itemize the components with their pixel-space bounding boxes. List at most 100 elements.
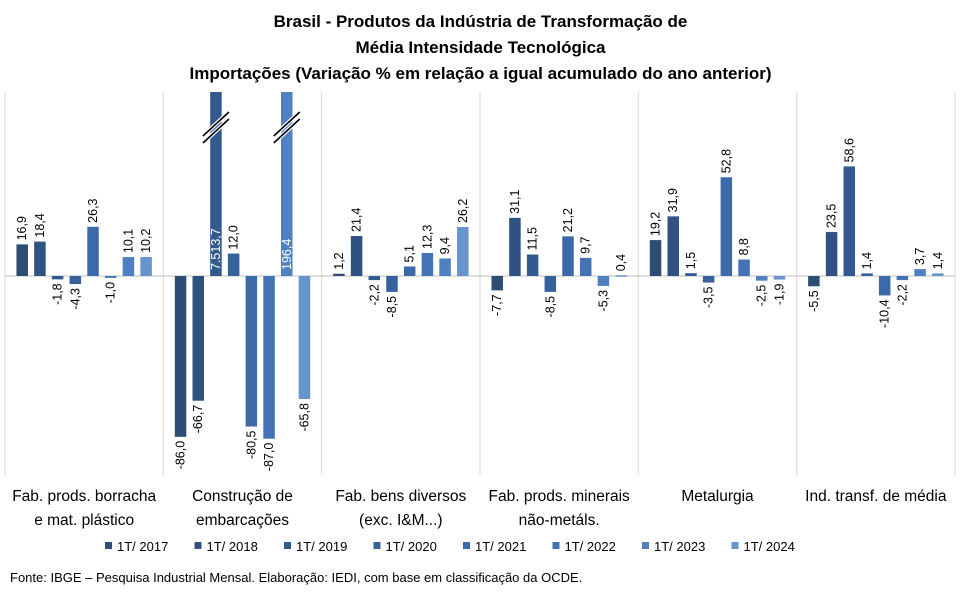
value-label: 0,4	[614, 254, 628, 271]
legend-label: 1T/ 2023	[654, 539, 705, 554]
bar	[210, 92, 222, 276]
legend-swatch	[194, 542, 202, 549]
value-label: -5,3	[596, 290, 610, 312]
bar	[51, 276, 64, 280]
value-label: -66,7	[191, 405, 205, 434]
bar	[298, 276, 311, 400]
value-label: 1,4	[860, 252, 874, 269]
bar	[878, 276, 891, 296]
value-label: 5,1	[403, 245, 417, 262]
value-label: 19,2	[649, 212, 663, 236]
value-label: 1,4	[931, 252, 945, 269]
value-label: -3,5	[702, 287, 716, 309]
bar	[350, 235, 363, 276]
bar	[16, 244, 28, 276]
bar	[122, 257, 135, 276]
legend-label: 1T/ 2017	[117, 539, 168, 554]
legend-label: 1T/ 2022	[565, 539, 616, 554]
chart-title-line-2: Média Intensidade Tecnológica	[355, 38, 606, 57]
value-label: 1,2	[332, 252, 346, 269]
chart-title-line-1: Brasil - Produtos da Indústria de Transf…	[273, 12, 688, 31]
value-label: -80,5	[244, 430, 258, 459]
axis-break-mark	[273, 118, 301, 144]
category-label: Ind. transf. de média	[805, 488, 947, 505]
bar	[861, 273, 873, 276]
value-label: 10,2	[139, 229, 153, 253]
value-label: -4,3	[68, 288, 82, 310]
value-label: -8,5	[385, 296, 399, 318]
value-label: -7,7	[490, 294, 504, 316]
bar	[702, 276, 715, 283]
legend-swatch	[463, 542, 470, 549]
category-label: (exc. I&M...)	[359, 512, 443, 529]
value-label: 12,0	[227, 225, 241, 249]
bar	[843, 166, 856, 276]
value-label: 31,1	[508, 189, 522, 213]
bar	[597, 276, 610, 286]
value-label: 7.513,7	[209, 228, 223, 270]
bar	[808, 276, 820, 287]
value-label: 10,1	[121, 229, 135, 253]
value-label: 16,9	[15, 216, 29, 240]
legend-label: 1T/ 2024	[744, 539, 795, 554]
bar	[281, 92, 293, 276]
value-label: -87,0	[262, 443, 276, 472]
bar	[457, 227, 469, 276]
bar	[192, 276, 204, 401]
bar	[87, 226, 99, 276]
bar	[562, 236, 574, 276]
value-label: 8,8	[737, 238, 751, 255]
value-label: 31,9	[666, 188, 680, 212]
value-label: -1,9	[772, 284, 786, 306]
value-label: 21,4	[350, 208, 364, 232]
legend-swatch	[731, 542, 739, 549]
bar	[825, 232, 838, 276]
bar	[896, 276, 909, 281]
bar	[615, 275, 627, 277]
chart-title-line-3: Importações (Variação % em relação a igu…	[189, 64, 772, 83]
bar	[491, 276, 503, 291]
value-label: -1,0	[104, 282, 118, 304]
bar	[386, 276, 398, 292]
bar	[544, 276, 557, 292]
value-label: -86,0	[174, 441, 188, 470]
bar	[914, 269, 926, 276]
bar	[649, 240, 662, 276]
bar	[773, 276, 786, 280]
legend-swatch	[105, 542, 112, 549]
value-label: -1,8	[51, 283, 65, 305]
category-label: Metalurgia	[681, 488, 754, 505]
value-label: 26,3	[86, 198, 100, 222]
value-label: 18,4	[33, 213, 47, 237]
value-label: 58,6	[842, 138, 856, 162]
bar	[526, 254, 539, 276]
category-label: não-metáls.	[519, 512, 600, 529]
value-label: 26,2	[456, 199, 470, 223]
bar	[403, 266, 416, 276]
value-label: 1,5	[684, 252, 698, 269]
bar	[738, 259, 750, 276]
bar	[756, 276, 768, 281]
legend-swatch	[552, 542, 560, 549]
bar	[421, 252, 434, 276]
value-label: -8,5	[543, 296, 557, 318]
value-label: 3,7	[913, 248, 927, 265]
bar	[245, 276, 258, 427]
value-label: 23,5	[825, 204, 839, 228]
category-label: e mat. plástico	[34, 512, 134, 529]
bar	[720, 177, 733, 276]
legend-label: 1T/ 2019	[296, 539, 347, 554]
value-label: 9,4	[438, 237, 452, 254]
category-label: Fab. prods. borracha	[12, 488, 156, 505]
bar	[174, 276, 187, 437]
bar	[509, 217, 521, 276]
bar	[685, 273, 697, 276]
bar	[667, 216, 679, 276]
legend-swatch	[373, 542, 381, 549]
legend-label: 1T/ 2020	[386, 539, 437, 554]
value-label: -5,5	[807, 290, 821, 312]
bar	[439, 258, 451, 276]
category-label: Construção de	[192, 488, 293, 505]
value-label: -65,8	[297, 403, 311, 432]
